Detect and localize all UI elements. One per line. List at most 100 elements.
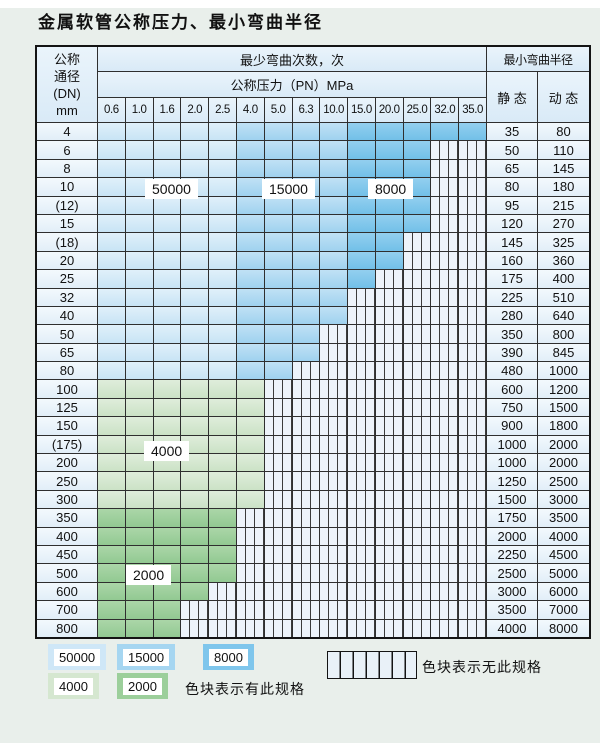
cycle-spec-cell <box>125 306 153 325</box>
cycle-spec-cell <box>236 270 264 288</box>
no-spec-cell <box>459 435 486 454</box>
dynamic-radius-cell: 2500 <box>538 472 589 490</box>
legend-note-available: 色块表示有此规格 <box>185 681 305 697</box>
cycle-spec-cell <box>320 251 348 270</box>
cycle-spec-cell <box>375 159 403 178</box>
cycle-spec-cell <box>209 288 236 306</box>
static-radius-cell: 120 <box>487 214 537 233</box>
cycle-spec-cell <box>209 398 236 417</box>
dn-header-line: 公称 <box>53 51 80 67</box>
no-spec-cell <box>431 546 459 564</box>
no-spec-cell <box>348 619 375 637</box>
no-spec-cell <box>431 233 459 251</box>
no-spec-cell <box>348 362 375 380</box>
dynamic-radius-cell: 215 <box>538 196 589 214</box>
cycle-spec-cell <box>264 270 292 288</box>
no-spec-cell <box>431 343 459 362</box>
no-spec-cell <box>348 398 375 417</box>
no-spec-cell <box>431 196 459 214</box>
cycle-spec-cell <box>403 141 431 159</box>
no-spec-cell <box>264 527 292 546</box>
no-spec-cell <box>431 490 459 509</box>
cycle-spec-cell <box>98 564 125 582</box>
static-radius-cell: 3500 <box>487 601 537 619</box>
cycle-spec-cell <box>98 582 125 601</box>
no-spec-cell <box>459 546 486 564</box>
cycle-spec-cell <box>98 178 125 196</box>
cycle-spec-cell <box>264 325 292 343</box>
no-spec-cell <box>348 325 375 343</box>
no-spec-cell <box>348 417 375 435</box>
cycle-spec-cell <box>153 362 181 380</box>
cycles-label-4000: 4000 <box>144 441 190 461</box>
cycle-spec-cell <box>236 306 264 325</box>
no-spec-cell <box>459 490 486 509</box>
cycle-spec-cell <box>236 159 264 178</box>
no-spec-cell <box>264 454 292 472</box>
dn-cell: 8 <box>37 159 97 178</box>
cycle-spec-cell <box>320 306 348 325</box>
cycle-spec-cell <box>236 196 264 214</box>
no-spec-cell <box>431 380 459 398</box>
cycle-spec-cell <box>98 123 125 141</box>
top-strip <box>0 0 600 8</box>
dynamic-radius-cell: 110 <box>538 141 589 159</box>
cycle-spec-cell <box>375 251 403 270</box>
cycle-spec-cell <box>236 472 264 490</box>
no-spec-cell <box>320 601 348 619</box>
cycle-spec-cell <box>181 582 209 601</box>
cycle-spec-cell <box>125 141 153 159</box>
no-spec-cell <box>236 527 264 546</box>
no-spec-cell <box>209 582 236 601</box>
cycle-spec-cell <box>125 325 153 343</box>
no-spec-cell <box>375 380 403 398</box>
no-spec-cell <box>431 582 459 601</box>
cycle-spec-cell <box>236 214 264 233</box>
no-spec-cell <box>459 251 486 270</box>
cycle-spec-cell <box>209 527 236 546</box>
no-spec-cell <box>403 306 431 325</box>
cycle-spec-cell <box>125 343 153 362</box>
cycle-spec-cell <box>236 398 264 417</box>
cycle-spec-cell <box>98 490 125 509</box>
cycle-spec-cell <box>181 509 209 527</box>
no-spec-cell <box>320 362 348 380</box>
pressure-tick: 4.0 <box>236 98 264 122</box>
no-spec-cell <box>264 546 292 564</box>
cycle-spec-cell <box>320 159 348 178</box>
no-spec-cell <box>348 582 375 601</box>
cycle-spec-cell <box>181 141 209 159</box>
cycle-spec-cell <box>153 159 181 178</box>
pressure-tick: 5.0 <box>264 98 292 122</box>
no-spec-cell <box>459 233 486 251</box>
dn-cell: 350 <box>37 509 97 527</box>
cycle-spec-cell <box>153 343 181 362</box>
cycle-spec-cell <box>292 141 320 159</box>
dn-cell: (175) <box>37 435 97 454</box>
no-spec-cell <box>375 601 403 619</box>
cycle-spec-cell <box>125 527 153 546</box>
cycle-spec-cell <box>320 196 348 214</box>
no-spec-cell <box>403 564 431 582</box>
cycles-label-2000: 2000 <box>126 565 172 585</box>
legend-swatch-no-spec <box>327 651 417 679</box>
pressure-tick: 32.0 <box>431 98 459 122</box>
static-radius-cell: 600 <box>487 380 537 398</box>
cycle-spec-cell <box>209 214 236 233</box>
cycle-spec-cell <box>125 490 153 509</box>
no-spec-cell <box>431 601 459 619</box>
no-spec-cell <box>403 343 431 362</box>
no-spec-cell <box>403 527 431 546</box>
static-radius-cell: 50 <box>487 141 537 159</box>
no-spec-cell <box>264 435 292 454</box>
cycle-spec-cell <box>348 251 375 270</box>
cycle-spec-cell <box>125 288 153 306</box>
no-spec-cell <box>320 490 348 509</box>
no-spec-cell <box>375 546 403 564</box>
cycle-spec-cell <box>125 417 153 435</box>
no-spec-cell <box>403 417 431 435</box>
cycle-spec-cell <box>181 288 209 306</box>
no-spec-cell <box>431 362 459 380</box>
no-spec-cell <box>403 454 431 472</box>
